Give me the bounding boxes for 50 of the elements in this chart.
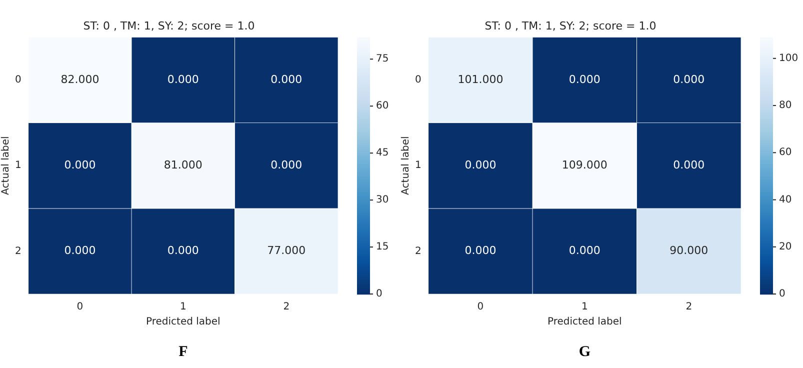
- x-tick-label: 0: [76, 302, 84, 313]
- data-label: 0.000: [167, 72, 199, 86]
- color-bar-label: 40: [779, 194, 792, 206]
- data-label: 0.000: [64, 244, 96, 258]
- chart-title: ST: 0 , TM: 1, SY: 2; score = 1.0: [484, 19, 656, 32]
- color-bar-label: 60: [376, 100, 389, 112]
- data-label: 0.000: [673, 158, 705, 172]
- x-tick-label: 2: [283, 302, 290, 313]
- color-bar-label: 0: [779, 288, 786, 300]
- y-tick-label: 1: [14, 160, 22, 172]
- color-bar-label: 45: [376, 148, 389, 159]
- data-label: 0.000: [464, 244, 496, 258]
- data-label: 0.000: [464, 158, 496, 172]
- color-bar-label: 75: [376, 54, 389, 65]
- x-axis-title: Predicted label: [548, 316, 622, 328]
- color-bar-label: 20: [779, 241, 792, 252]
- data-label: 90.000: [670, 244, 708, 258]
- data-label: 81.000: [164, 158, 202, 172]
- y-tick-label: 2: [14, 246, 22, 257]
- x-tick-label: 1: [180, 302, 186, 313]
- y-axis-title: Actual label: [0, 136, 12, 195]
- y-axis-title: Actual label: [400, 136, 412, 195]
- data-label: 101.000: [458, 72, 504, 86]
- data-label: 0.000: [568, 72, 600, 86]
- x-tick-label: 2: [686, 302, 692, 313]
- data-label: 0.000: [568, 244, 600, 258]
- y-tick-label: 0: [14, 74, 22, 86]
- color-bar-label: 15: [376, 242, 389, 253]
- x-tick-label: 0: [477, 302, 484, 313]
- data-label: 0.000: [167, 244, 199, 258]
- data-label: 0.000: [673, 72, 705, 86]
- text: F: [178, 344, 188, 360]
- data-label: 82.000: [60, 72, 100, 86]
- data-label: 0.000: [64, 158, 96, 172]
- y-tick-label: 1: [414, 160, 422, 172]
- chart-title: ST: 0 , TM: 1, SY: 2; score = 1.0: [83, 19, 255, 32]
- data-label: 77.000: [267, 244, 306, 258]
- color-bar-label: 80: [779, 100, 792, 112]
- x-tick-label: 1: [581, 302, 588, 313]
- x-axis-title: Predicted label: [146, 316, 220, 328]
- data-label: 0.000: [270, 72, 302, 86]
- color-bar-label: 60: [779, 147, 792, 158]
- y-tick-label: 0: [414, 74, 422, 86]
- data-label: 109.000: [562, 158, 608, 172]
- y-tick-label: 2: [414, 246, 422, 257]
- color-bar-label: 30: [376, 194, 389, 206]
- color-bar-label: 0: [376, 288, 382, 300]
- color-bar-label: 100: [779, 52, 798, 64]
- data-label: 0.000: [270, 158, 302, 172]
- text: G: [578, 344, 591, 360]
